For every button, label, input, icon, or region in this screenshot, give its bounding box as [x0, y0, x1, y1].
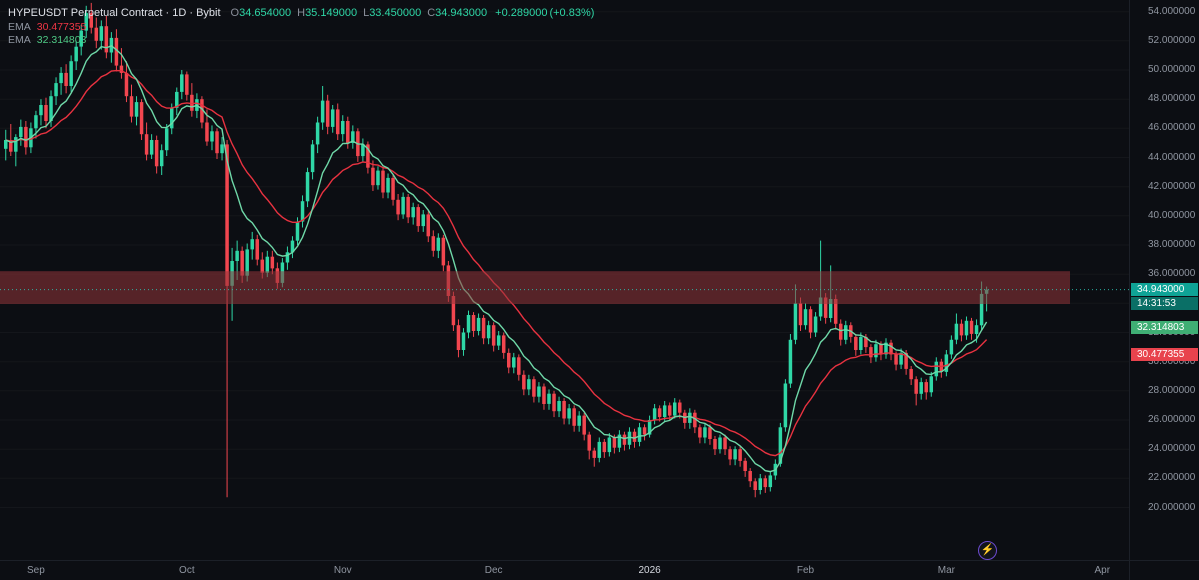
close-value: 34.943000: [435, 7, 488, 19]
ema-green-value: 32.314803: [36, 34, 87, 46]
change-percent: (+0.83%): [549, 7, 595, 19]
ema-red-row[interactable]: EMA 30.477355: [8, 21, 594, 34]
price-tick-label: 38.000000: [1148, 239, 1196, 250]
last-price-badge: 34.943000: [1131, 282, 1198, 296]
ema-green-badge: 32.314803: [1131, 321, 1198, 335]
price-tick-label: 26.000000: [1148, 414, 1196, 425]
price-tick-label: 44.000000: [1148, 151, 1196, 163]
price-axis[interactable]: 54.000000 52.000000 50.000000 48.000000 46.0…: [1129, 0, 1199, 560]
time-tick-label[interactable]: Dec: [484, 565, 503, 576]
chart-plot-area[interactable]: HYPEUSDT Perpetual Contract · 1D · Bybit…: [0, 0, 1129, 560]
price-tick-label: 22.000000: [1148, 472, 1196, 484]
high-value: 35.149000: [305, 7, 358, 19]
price-tick-label: 40.000000: [1148, 209, 1196, 221]
open-label: O: [230, 7, 240, 19]
lightning-button[interactable]: ⚡: [978, 541, 997, 560]
time-tick-label[interactable]: Oct: [179, 565, 195, 576]
low-label: L: [363, 7, 370, 19]
open-value: 34.654000: [239, 7, 292, 19]
time-tick-label[interactable]: 2026: [638, 565, 661, 576]
price-tick-label: 46.000000: [1148, 122, 1196, 134]
lightning-icon: ⚡: [980, 544, 995, 556]
time-tick-label[interactable]: Apr: [1094, 565, 1111, 576]
price-tick-label: 20.000000: [1148, 501, 1196, 513]
time-tick-label[interactable]: Nov: [333, 565, 352, 576]
price-tick-label: 24.000000: [1148, 443, 1196, 455]
symbol-title[interactable]: HYPEUSDT Perpetual Contract · 1D · Bybit: [8, 7, 221, 19]
price-tick-label: 36.000000: [1148, 268, 1196, 280]
symbol-row[interactable]: HYPEUSDT Perpetual Contract · 1D · Bybit…: [8, 6, 594, 21]
price-tick-label: 52.000000: [1148, 34, 1196, 46]
ema-green-label: EMA: [8, 34, 31, 46]
high-label: H: [297, 7, 306, 19]
price-tick-label: 28.000000: [1148, 384, 1196, 396]
bar-countdown-badge: 14:31:53: [1131, 296, 1198, 310]
close-label: C: [427, 7, 436, 19]
price-tick-label: 48.000000: [1148, 93, 1196, 105]
low-value: 33.450000: [369, 7, 422, 19]
ema-green-row[interactable]: EMA 32.314803: [8, 34, 594, 47]
price-tick-label: 50.000000: [1148, 64, 1196, 75]
price-tick-label: 54.000000: [1148, 5, 1196, 17]
ema-red-value: 30.477355: [36, 21, 87, 33]
ema-red-label: EMA: [8, 21, 31, 33]
time-tick-label[interactable]: Sep: [27, 565, 45, 576]
change-value: +0.289000: [495, 7, 548, 19]
time-tick-label[interactable]: Feb: [796, 565, 815, 576]
axis-corner: [1129, 560, 1199, 580]
price-tick-label: 42.000000: [1148, 180, 1196, 192]
time-axis[interactable]: Sep Oct Nov Dec 2026 Feb Mar Apr: [0, 560, 1129, 580]
candlestick-chart[interactable]: [0, 0, 1129, 560]
legend: HYPEUSDT Perpetual Contract · 1D · Bybit…: [8, 6, 594, 47]
ema-red-badge: 30.477355: [1131, 348, 1198, 362]
time-tick-label[interactable]: Mar: [937, 565, 955, 576]
